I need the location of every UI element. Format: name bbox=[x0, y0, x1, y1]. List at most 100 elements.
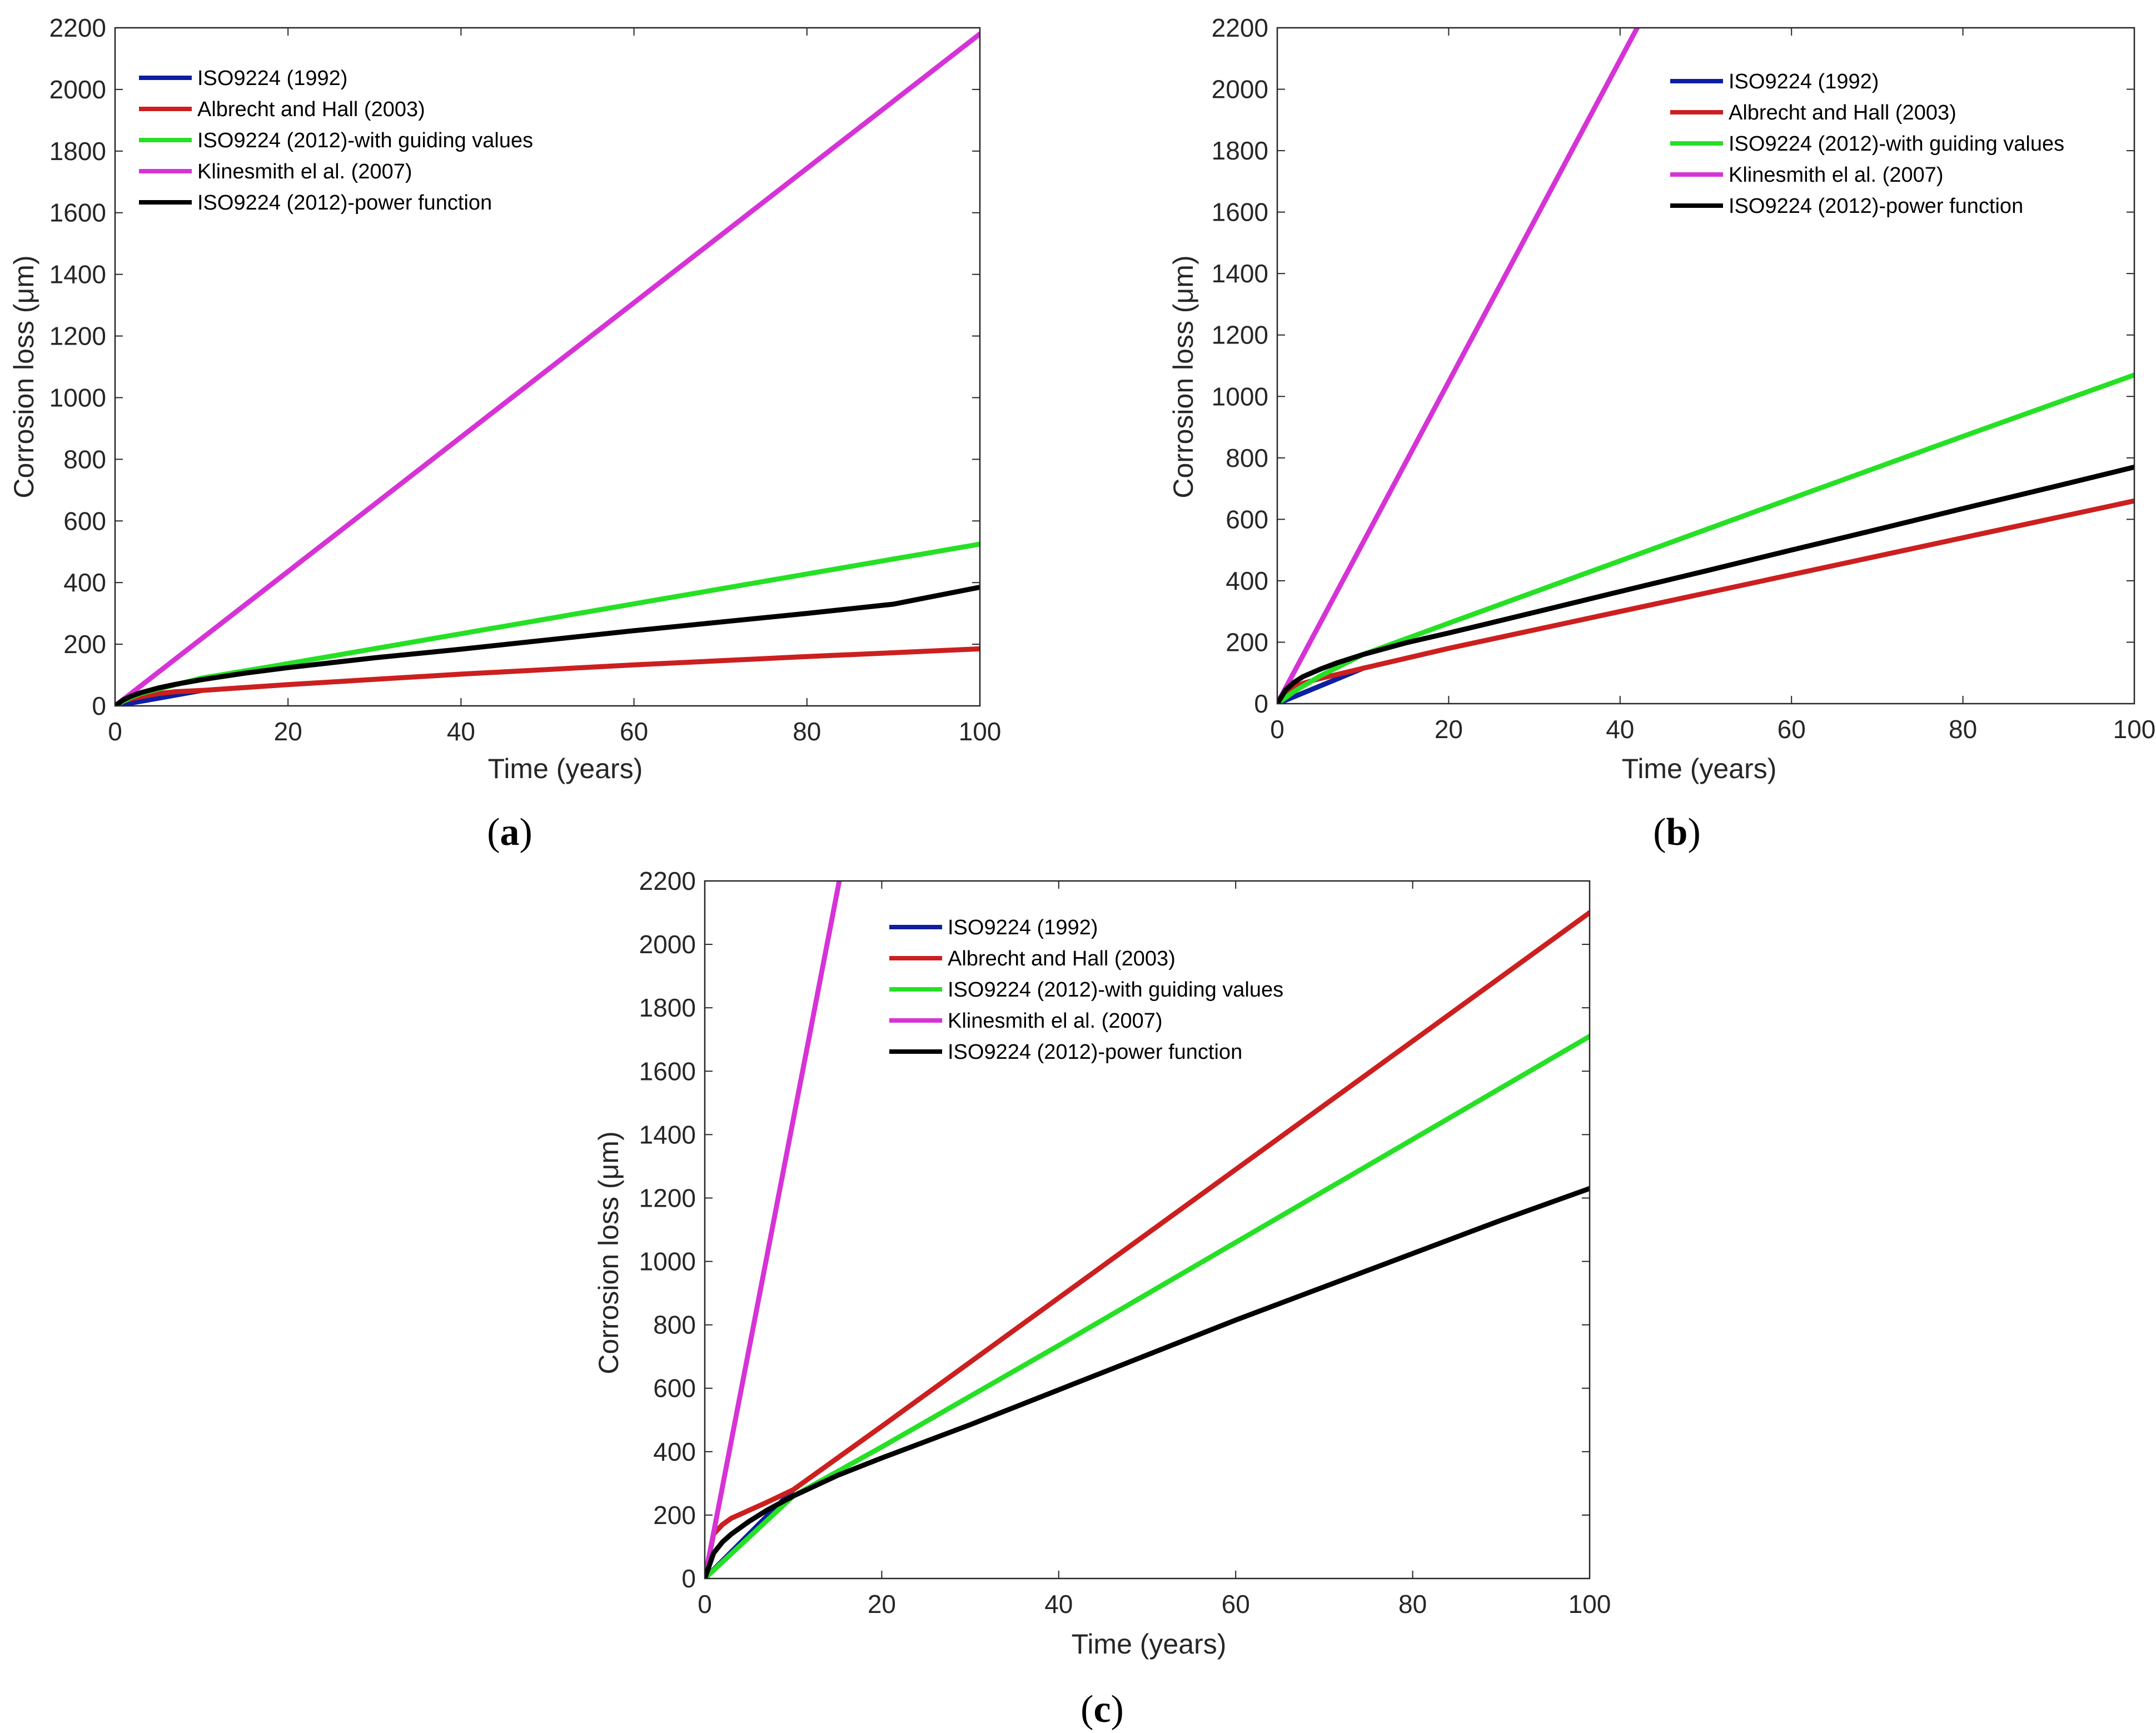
x-tick-label: 40 bbox=[1044, 1590, 1073, 1619]
series-line-klinesmith-el-al-2007 bbox=[1277, 28, 1640, 704]
series-line-iso9224-2012-power-function bbox=[705, 1186, 1590, 1578]
legend-entry: Albrecht and Hall (2003) bbox=[197, 98, 425, 121]
y-tick-label: 1600 bbox=[639, 1057, 696, 1085]
y-tick-label: 600 bbox=[63, 506, 106, 535]
y-tick-label: 2000 bbox=[639, 930, 696, 959]
y-tick-label: 1400 bbox=[639, 1120, 696, 1149]
y-axis-label: Corrosion loss (μm) bbox=[8, 255, 39, 498]
y-tick-label: 800 bbox=[1226, 444, 1268, 472]
series-group bbox=[705, 881, 1590, 1578]
chart-panel-a: Time (years) Corrosion loss (μm) (a) 0 20… bbox=[8, 13, 1001, 854]
y-tick-label: 1800 bbox=[49, 137, 106, 166]
y-tick-label: 2200 bbox=[1212, 13, 1268, 42]
y-tick-label: 0 bbox=[1254, 689, 1268, 718]
y-tick-label: 2000 bbox=[49, 75, 106, 104]
y-tick-label: 400 bbox=[63, 568, 106, 597]
y-tick-label: 1600 bbox=[49, 198, 106, 227]
x-tick-label: 80 bbox=[793, 717, 821, 746]
y-tick-label: 1000 bbox=[49, 383, 106, 412]
plot-area bbox=[1277, 28, 2134, 704]
legend-entry: ISO9224 (2012)-with guiding values bbox=[1729, 132, 2064, 156]
series-line-albrecht-and-hall-2003 bbox=[1277, 498, 2134, 704]
axes-box bbox=[704, 880, 1591, 1580]
x-tick-label: 20 bbox=[1435, 715, 1463, 744]
y-tick-label: 1800 bbox=[1212, 136, 1268, 165]
series-line-iso9224-2012-with-guiding-values bbox=[1277, 372, 2134, 704]
chart-panel-b: Time (years) Corrosion loss (μm) (b) 0 20… bbox=[1168, 13, 2155, 854]
series-group bbox=[115, 31, 980, 706]
legend: ISO9224 (1992) Albrecht and Hall (2003) IS… bbox=[889, 916, 1283, 1064]
panel-label-b: (b) bbox=[1653, 811, 1701, 854]
legend-entry: ISO9224 (2012)-power function bbox=[1729, 195, 2023, 218]
x-tick-label: 60 bbox=[620, 717, 648, 746]
legend-entry: ISO9224 (2012)-power function bbox=[948, 1040, 1242, 1064]
y-tick-label: 0 bbox=[681, 1564, 696, 1593]
y-axis-label: Corrosion loss (μm) bbox=[1168, 255, 1199, 498]
y-tick-label: 2000 bbox=[1212, 75, 1268, 104]
legend-entry: Klinesmith el al. (2007) bbox=[948, 1009, 1163, 1033]
x-tick-label: 60 bbox=[1777, 715, 1806, 744]
y-tick-label: 1600 bbox=[1212, 198, 1268, 227]
y-tick-label: 1400 bbox=[1212, 259, 1268, 288]
axes-box bbox=[114, 27, 981, 707]
legend-entry: Klinesmith el al. (2007) bbox=[1729, 163, 1944, 187]
series-line-klinesmith-el-al-2007 bbox=[115, 31, 980, 706]
y-tick-label: 0 bbox=[92, 691, 106, 720]
chart-panel-c: Time (years) Corrosion loss (μm) (c) 0 20… bbox=[593, 866, 1611, 1731]
y-tick-label: 200 bbox=[1226, 628, 1268, 656]
y-tick-label: 400 bbox=[653, 1437, 696, 1466]
x-tick-label: 100 bbox=[1569, 1590, 1611, 1619]
x-tick-label: 0 bbox=[108, 717, 122, 746]
y-tick-label: 400 bbox=[1226, 566, 1268, 595]
x-tick-label: 0 bbox=[698, 1590, 712, 1619]
x-tick-label: 20 bbox=[868, 1590, 896, 1619]
x-tick-label: 80 bbox=[1949, 715, 1977, 744]
series-line-albrecht-and-hall-2003 bbox=[705, 910, 1590, 1578]
x-axis-label: Time (years) bbox=[1622, 753, 1777, 784]
x-tick-label: 20 bbox=[274, 717, 302, 746]
y-tick-label: 800 bbox=[653, 1311, 696, 1339]
y-tick-label: 1200 bbox=[1212, 321, 1268, 350]
legend: ISO9224 (1992) Albrecht and Hall (2003) IS… bbox=[1670, 70, 2064, 218]
y-tick-label: 1800 bbox=[639, 993, 696, 1022]
x-tick-label: 100 bbox=[959, 717, 1002, 746]
legend-entry: Albrecht and Hall (2003) bbox=[948, 947, 1176, 970]
legend-entry: Albrecht and Hall (2003) bbox=[1729, 101, 1956, 125]
series-group bbox=[1277, 28, 2134, 704]
legend-entry: Klinesmith el al. (2007) bbox=[197, 160, 412, 183]
x-tick-label: 0 bbox=[1270, 715, 1284, 744]
x-tick-label: 40 bbox=[447, 717, 475, 746]
y-tick-label: 1200 bbox=[49, 322, 106, 351]
legend: ISO9224 (1992) Albrecht and Hall (2003) IS… bbox=[139, 67, 533, 215]
y-tick-label: 2200 bbox=[49, 13, 106, 42]
y-tick-label: 1000 bbox=[1212, 382, 1268, 411]
series-line-iso9224-2012-power-function bbox=[115, 585, 980, 706]
y-tick-label: 2200 bbox=[639, 866, 696, 895]
y-tick-label: 1400 bbox=[49, 260, 106, 289]
legend-entry: ISO9224 (1992) bbox=[197, 67, 347, 90]
legend-entry: ISO9224 (2012)-with guiding values bbox=[197, 129, 533, 152]
legend-entry: ISO9224 (2012)-power function bbox=[197, 191, 492, 215]
x-tick-label: 80 bbox=[1398, 1590, 1427, 1619]
panel-label-c: (c) bbox=[1081, 1688, 1124, 1731]
y-tick-label: 1200 bbox=[639, 1183, 696, 1212]
legend-entry: ISO9224 (2012)-with guiding values bbox=[948, 978, 1283, 1002]
legend-entry: ISO9224 (1992) bbox=[948, 916, 1098, 939]
series-line-klinesmith-el-al-2007 bbox=[705, 881, 842, 1578]
y-tick-label: 1000 bbox=[639, 1247, 696, 1276]
x-axis-label: Time (years) bbox=[1072, 1629, 1227, 1660]
panel-label-a: (a) bbox=[487, 811, 532, 854]
axes-box bbox=[1276, 27, 2135, 705]
y-tick-label: 800 bbox=[63, 445, 106, 474]
y-tick-label: 200 bbox=[653, 1501, 696, 1530]
y-tick-label: 600 bbox=[1226, 505, 1268, 534]
x-tick-label: 60 bbox=[1222, 1590, 1250, 1619]
x-axis-label: Time (years) bbox=[488, 753, 643, 784]
y-tick-label: 200 bbox=[63, 630, 106, 659]
y-axis-label: Corrosion loss (μm) bbox=[593, 1131, 624, 1374]
y-tick-label: 600 bbox=[653, 1374, 696, 1403]
x-tick-label: 40 bbox=[1606, 715, 1634, 744]
legend-entry: ISO9224 (1992) bbox=[1729, 70, 1879, 93]
series-line-iso9224-2012-power-function bbox=[1277, 464, 2134, 704]
